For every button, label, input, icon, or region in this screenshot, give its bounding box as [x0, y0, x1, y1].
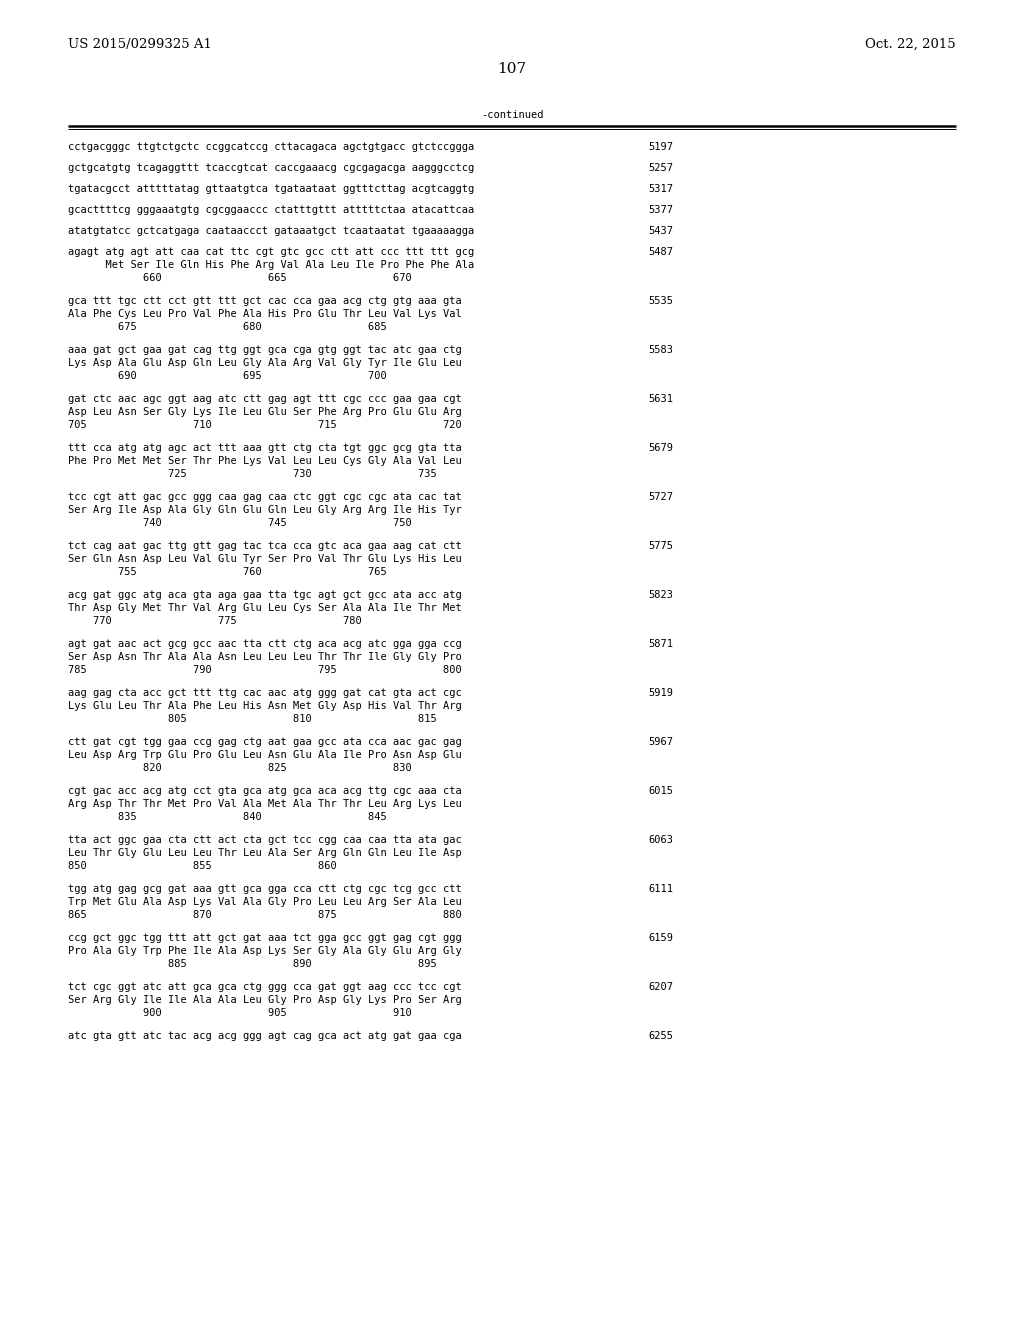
Text: 6255: 6255: [648, 1031, 673, 1041]
Text: 107: 107: [498, 62, 526, 77]
Text: Lys Glu Leu Thr Ala Phe Leu His Asn Met Gly Asp His Val Thr Arg: Lys Glu Leu Thr Ala Phe Leu His Asn Met …: [68, 701, 462, 711]
Text: Phe Pro Met Met Ser Thr Phe Lys Val Leu Leu Cys Gly Ala Val Leu: Phe Pro Met Met Ser Thr Phe Lys Val Leu …: [68, 455, 462, 466]
Text: agt gat aac act gcg gcc aac tta ctt ctg aca acg atc gga gga ccg: agt gat aac act gcg gcc aac tta ctt ctg …: [68, 639, 462, 649]
Text: 5535: 5535: [648, 296, 673, 306]
Text: -continued: -continued: [480, 110, 544, 120]
Text: Pro Ala Gly Trp Phe Ile Ala Asp Lys Ser Gly Ala Gly Glu Arg Gly: Pro Ala Gly Trp Phe Ile Ala Asp Lys Ser …: [68, 946, 462, 956]
Text: acg gat ggc atg aca gta aga gaa tta tgc agt gct gcc ata acc atg: acg gat ggc atg aca gta aga gaa tta tgc …: [68, 590, 462, 601]
Text: 770                 775                 780: 770 775 780: [68, 616, 361, 626]
Text: 820                 825                 830: 820 825 830: [68, 763, 412, 774]
Text: atc gta gtt atc tac acg acg ggg agt cag gca act atg gat gaa cga: atc gta gtt atc tac acg acg ggg agt cag …: [68, 1031, 462, 1041]
Text: Oct. 22, 2015: Oct. 22, 2015: [865, 38, 956, 51]
Text: 850                 855                 860: 850 855 860: [68, 861, 337, 871]
Text: 805                 810                 815: 805 810 815: [68, 714, 437, 723]
Text: 5257: 5257: [648, 162, 673, 173]
Text: 5487: 5487: [648, 247, 673, 257]
Text: 6111: 6111: [648, 884, 673, 894]
Text: 5583: 5583: [648, 345, 673, 355]
Text: gcacttttcg gggaaatgtg cgcggaaccc ctatttgttt atttttctaa atacattcaa: gcacttttcg gggaaatgtg cgcggaaccc ctatttg…: [68, 205, 474, 215]
Text: ttt cca atg atg agc act ttt aaa gtt ctg cta tgt ggc gcg gta tta: ttt cca atg atg agc act ttt aaa gtt ctg …: [68, 444, 462, 453]
Text: 6207: 6207: [648, 982, 673, 993]
Text: 660                 665                 670: 660 665 670: [68, 273, 412, 282]
Text: 5727: 5727: [648, 492, 673, 502]
Text: 5377: 5377: [648, 205, 673, 215]
Text: Leu Asp Arg Trp Glu Pro Glu Leu Asn Glu Ala Ile Pro Asn Asp Glu: Leu Asp Arg Trp Glu Pro Glu Leu Asn Glu …: [68, 750, 462, 760]
Text: Lys Asp Ala Glu Asp Gln Leu Gly Ala Arg Val Gly Tyr Ile Glu Leu: Lys Asp Ala Glu Asp Gln Leu Gly Ala Arg …: [68, 358, 462, 368]
Text: 6015: 6015: [648, 785, 673, 796]
Text: 5871: 5871: [648, 639, 673, 649]
Text: US 2015/0299325 A1: US 2015/0299325 A1: [68, 38, 212, 51]
Text: 5197: 5197: [648, 143, 673, 152]
Text: gctgcatgtg tcagaggttt tcaccgtcat caccgaaacg cgcgagacga aagggcctcg: gctgcatgtg tcagaggttt tcaccgtcat caccgaa…: [68, 162, 474, 173]
Text: Ser Gln Asn Asp Leu Val Glu Tyr Ser Pro Val Thr Glu Lys His Leu: Ser Gln Asn Asp Leu Val Glu Tyr Ser Pro …: [68, 554, 462, 564]
Text: Thr Asp Gly Met Thr Val Arg Glu Leu Cys Ser Ala Ala Ile Thr Met: Thr Asp Gly Met Thr Val Arg Glu Leu Cys …: [68, 603, 462, 612]
Text: 900                 905                 910: 900 905 910: [68, 1008, 412, 1018]
Text: Ser Arg Gly Ile Ile Ala Ala Leu Gly Pro Asp Gly Lys Pro Ser Arg: Ser Arg Gly Ile Ile Ala Ala Leu Gly Pro …: [68, 995, 462, 1005]
Text: tgatacgcct atttttatag gttaatgtca tgataataat ggtttcttag acgtcaggtg: tgatacgcct atttttatag gttaatgtca tgataat…: [68, 183, 474, 194]
Text: 5437: 5437: [648, 226, 673, 236]
Text: Asp Leu Asn Ser Gly Lys Ile Leu Glu Ser Phe Arg Pro Glu Glu Arg: Asp Leu Asn Ser Gly Lys Ile Leu Glu Ser …: [68, 407, 462, 417]
Text: 755                 760                 765: 755 760 765: [68, 568, 387, 577]
Text: 885                 890                 895: 885 890 895: [68, 960, 437, 969]
Text: 5967: 5967: [648, 737, 673, 747]
Text: Ser Arg Ile Asp Ala Gly Gln Glu Gln Leu Gly Arg Arg Ile His Tyr: Ser Arg Ile Asp Ala Gly Gln Glu Gln Leu …: [68, 506, 462, 515]
Text: 675                 680                 685: 675 680 685: [68, 322, 387, 333]
Text: aaa gat gct gaa gat cag ttg ggt gca cga gtg ggt tac atc gaa ctg: aaa gat gct gaa gat cag ttg ggt gca cga …: [68, 345, 462, 355]
Text: cctgacgggc ttgtctgctc ccggcatccg cttacagaca agctgtgacc gtctccggga: cctgacgggc ttgtctgctc ccggcatccg cttacag…: [68, 143, 474, 152]
Text: Leu Thr Gly Glu Leu Leu Thr Leu Ala Ser Arg Gln Gln Leu Ile Asp: Leu Thr Gly Glu Leu Leu Thr Leu Ala Ser …: [68, 847, 462, 858]
Text: 6159: 6159: [648, 933, 673, 942]
Text: 865                 870                 875                 880: 865 870 875 880: [68, 909, 462, 920]
Text: Trp Met Glu Ala Asp Lys Val Ala Gly Pro Leu Leu Arg Ser Ala Leu: Trp Met Glu Ala Asp Lys Val Ala Gly Pro …: [68, 898, 462, 907]
Text: ccg gct ggc tgg ttt att gct gat aaa tct gga gcc ggt gag cgt ggg: ccg gct ggc tgg ttt att gct gat aaa tct …: [68, 933, 462, 942]
Text: agagt atg agt att caa cat ttc cgt gtc gcc ctt att ccc ttt ttt gcg: agagt atg agt att caa cat ttc cgt gtc gc…: [68, 247, 474, 257]
Text: ctt gat cgt tgg gaa ccg gag ctg aat gaa gcc ata cca aac gac gag: ctt gat cgt tgg gaa ccg gag ctg aat gaa …: [68, 737, 462, 747]
Text: Ser Asp Asn Thr Ala Ala Asn Leu Leu Leu Thr Thr Ile Gly Gly Pro: Ser Asp Asn Thr Ala Ala Asn Leu Leu Leu …: [68, 652, 462, 663]
Text: Ala Phe Cys Leu Pro Val Phe Ala His Pro Glu Thr Leu Val Lys Val: Ala Phe Cys Leu Pro Val Phe Ala His Pro …: [68, 309, 462, 319]
Text: gca ttt tgc ctt cct gtt ttt gct cac cca gaa acg ctg gtg aaa gta: gca ttt tgc ctt cct gtt ttt gct cac cca …: [68, 296, 462, 306]
Text: 725                 730                 735: 725 730 735: [68, 469, 437, 479]
Text: 5317: 5317: [648, 183, 673, 194]
Text: aag gag cta acc gct ttt ttg cac aac atg ggg gat cat gta act cgc: aag gag cta acc gct ttt ttg cac aac atg …: [68, 688, 462, 698]
Text: tcc cgt att gac gcc ggg caa gag caa ctc ggt cgc cgc ata cac tat: tcc cgt att gac gcc ggg caa gag caa ctc …: [68, 492, 462, 502]
Text: 5631: 5631: [648, 393, 673, 404]
Text: Arg Asp Thr Thr Met Pro Val Ala Met Ala Thr Thr Leu Arg Lys Leu: Arg Asp Thr Thr Met Pro Val Ala Met Ala …: [68, 799, 462, 809]
Text: cgt gac acc acg atg cct gta gca atg gca aca acg ttg cgc aaa cta: cgt gac acc acg atg cct gta gca atg gca …: [68, 785, 462, 796]
Text: 705                 710                 715                 720: 705 710 715 720: [68, 420, 462, 430]
Text: tct cag aat gac ttg gtt gag tac tca cca gtc aca gaa aag cat ctt: tct cag aat gac ttg gtt gag tac tca cca …: [68, 541, 462, 550]
Text: 740                 745                 750: 740 745 750: [68, 517, 412, 528]
Text: tct cgc ggt atc att gca gca ctg ggg cca gat ggt aag ccc tcc cgt: tct cgc ggt atc att gca gca ctg ggg cca …: [68, 982, 462, 993]
Text: 5679: 5679: [648, 444, 673, 453]
Text: gat ctc aac agc ggt aag atc ctt gag agt ttt cgc ccc gaa gaa cgt: gat ctc aac agc ggt aag atc ctt gag agt …: [68, 393, 462, 404]
Text: tta act ggc gaa cta ctt act cta gct tcc cgg caa caa tta ata gac: tta act ggc gaa cta ctt act cta gct tcc …: [68, 836, 462, 845]
Text: 6063: 6063: [648, 836, 673, 845]
Text: 785                 790                 795                 800: 785 790 795 800: [68, 665, 462, 675]
Text: 5919: 5919: [648, 688, 673, 698]
Text: Met Ser Ile Gln His Phe Arg Val Ala Leu Ile Pro Phe Phe Ala: Met Ser Ile Gln His Phe Arg Val Ala Leu …: [68, 260, 474, 271]
Text: tgg atg gag gcg gat aaa gtt gca gga cca ctt ctg cgc tcg gcc ctt: tgg atg gag gcg gat aaa gtt gca gga cca …: [68, 884, 462, 894]
Text: 5823: 5823: [648, 590, 673, 601]
Text: 835                 840                 845: 835 840 845: [68, 812, 387, 822]
Text: 5775: 5775: [648, 541, 673, 550]
Text: atatgtatcc gctcatgaga caataaccct gataaatgct tcaataatat tgaaaaagga: atatgtatcc gctcatgaga caataaccct gataaat…: [68, 226, 474, 236]
Text: 690                 695                 700: 690 695 700: [68, 371, 387, 381]
